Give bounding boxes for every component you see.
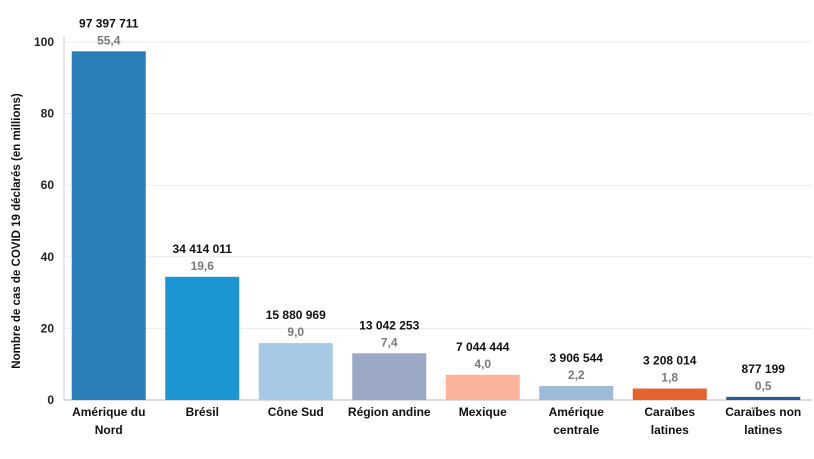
y-tick-label: 60 <box>41 178 55 192</box>
y-tick-label: 100 <box>34 35 54 49</box>
y-tick-label: 20 <box>41 321 55 335</box>
count-label: 7 044 444 <box>456 340 510 354</box>
category-label: Mexique <box>459 405 507 419</box>
bars <box>71 51 801 401</box>
data-labels: 97 397 711 55,4 34 414 011 19,6 15 880 969 9,… <box>79 16 785 393</box>
percent-label: 0,5 <box>755 379 772 393</box>
count-label: 3 906 544 <box>550 351 604 365</box>
category-label: latines <box>651 423 689 437</box>
y-tick-label: 40 <box>41 250 55 264</box>
bar <box>632 388 707 400</box>
bar <box>71 51 146 401</box>
y-tick-label: 0 <box>47 393 54 407</box>
percent-label: 2,2 <box>568 368 585 382</box>
percent-label: 1,8 <box>661 371 678 385</box>
bar <box>258 343 333 400</box>
category-label: Cône Sud <box>268 405 324 419</box>
percent-label: 4,0 <box>474 357 491 371</box>
count-label: 15 880 969 <box>266 308 326 322</box>
y-axis-title: Nombre de cas de COVID 19 déclarés (en m… <box>11 93 23 369</box>
category-label: centrale <box>553 423 599 437</box>
bar <box>352 353 427 400</box>
count-label: 3 208 014 <box>643 354 697 368</box>
category-label: Nord <box>95 423 123 437</box>
bar <box>726 396 801 400</box>
count-label: 97 397 711 <box>79 16 139 30</box>
category-label: Brésil <box>186 405 219 419</box>
percent-label: 19,6 <box>191 259 215 273</box>
count-label: 877 199 <box>742 362 786 376</box>
y-tick-label: 80 <box>41 107 55 121</box>
category-label: Caraïbes <box>644 405 695 419</box>
category-label: Caraïbes non <box>725 405 801 419</box>
bar <box>165 276 240 400</box>
bar <box>539 386 614 400</box>
category-label: latines <box>744 423 782 437</box>
gridlines <box>64 41 812 329</box>
count-label: 34 414 011 <box>173 242 233 256</box>
category-label: Amérique du <box>72 405 145 419</box>
x-tick-labels: Amérique du Nord Brésil Cône Sud Région andi… <box>72 405 801 437</box>
percent-label: 9,0 <box>287 325 304 339</box>
percent-label: 55,4 <box>97 33 121 47</box>
category-label: Région andine <box>348 405 431 419</box>
y-tick-labels: 0 20 40 60 80 100 <box>34 35 54 407</box>
percent-label: 7,4 <box>381 335 398 349</box>
count-label: 13 042 253 <box>359 318 419 332</box>
category-label: Amérique <box>549 405 605 419</box>
bar <box>445 374 520 400</box>
